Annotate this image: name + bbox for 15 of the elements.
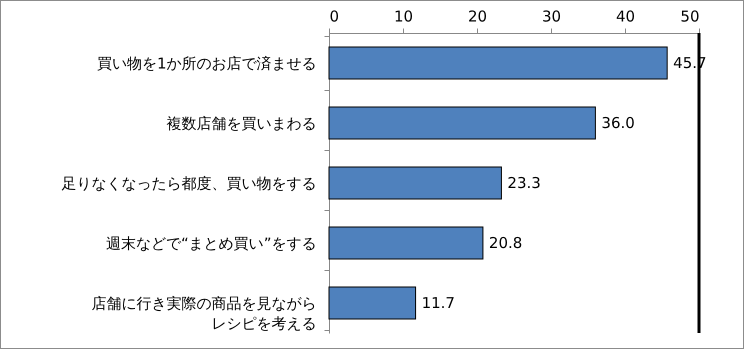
x-tick-label: 20 — [468, 8, 488, 26]
data-label: 36.0 — [601, 114, 635, 132]
x-tick-label: 10 — [394, 8, 414, 26]
data-label: 11.7 — [422, 294, 455, 312]
x-tick-label: 0 — [330, 8, 340, 26]
y-tick-label: 足りなくなったら都度、買い物をする — [62, 174, 316, 192]
y-tick-label: 買い物を1か所のお店で済ませる — [96, 54, 316, 72]
y-tick-label: 複数店舗を買いまわる — [166, 114, 316, 132]
x-tick-label: 50 — [680, 8, 700, 26]
data-label: 20.8 — [488, 234, 522, 252]
x-tick-label: 40 — [616, 8, 636, 26]
y-tick-label: 週末などで“まとめ買い”をする — [106, 234, 316, 252]
data-label: 23.3 — [507, 174, 541, 192]
x-tick-label: 30 — [542, 8, 562, 26]
y-tick-label: 店舗に行き実際の商品を見ながらレシピを考える — [92, 294, 316, 332]
